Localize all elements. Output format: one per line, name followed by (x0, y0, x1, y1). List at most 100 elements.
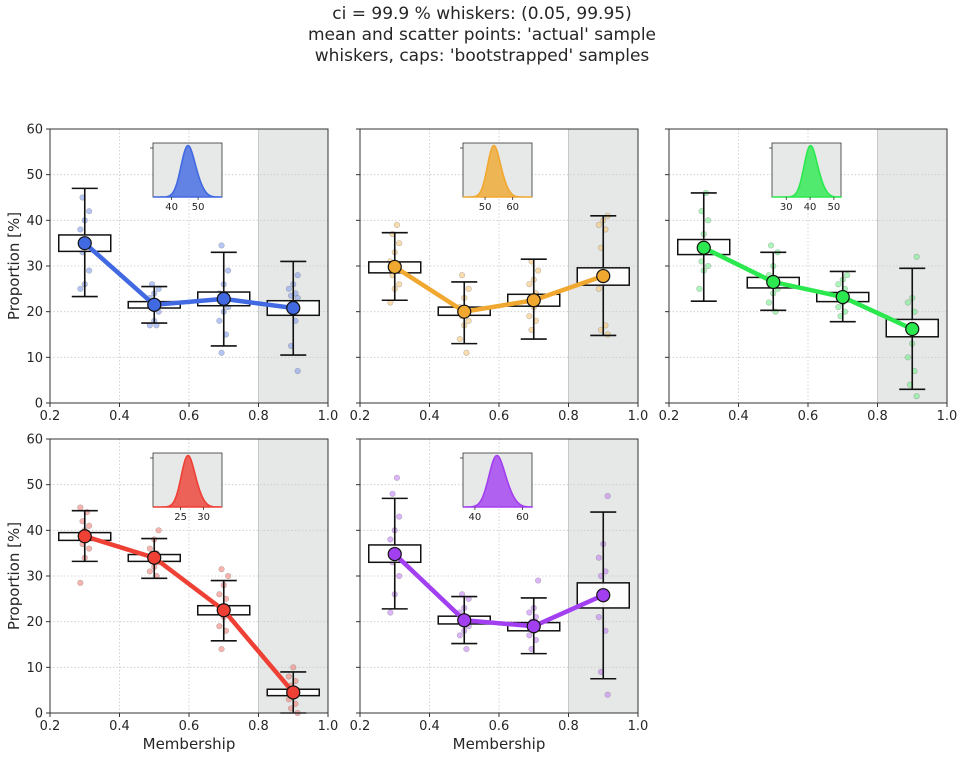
panel-4: 0.2 0.4 0.6 0.8 1.0 0 10 20 30 40 50 60 Proportion [… (5, 433, 338, 754)
scatter-point (456, 335, 463, 343)
scatter-point (458, 272, 466, 279)
mean-line (701, 245, 915, 332)
x-tick-label: 0.4 (419, 409, 440, 424)
panel-2: 0.2 0.4 0.6 0.8 1.0 50 60 (350, 128, 648, 424)
scatter-point (86, 208, 93, 215)
inset-x-tick-label: 40 (469, 512, 482, 523)
x-tick-label: 1.0 (318, 719, 339, 734)
scatter-point (595, 221, 602, 228)
mean-line (392, 551, 606, 629)
inset-x-tick-label: 50 (192, 202, 205, 213)
scatter-point (595, 554, 602, 561)
panel-3: 0.2 0.4 0.6 0.8 1.0 30 40 50 (659, 128, 958, 424)
mean-line (82, 240, 296, 311)
x-tick-label: 0.4 (419, 719, 440, 734)
mean-marker (77, 236, 92, 251)
mean-marker (216, 603, 231, 618)
mean-marker (147, 550, 162, 565)
scatter-point (463, 645, 470, 653)
y-tick-label: 50 (26, 478, 43, 493)
scatter-point (595, 285, 602, 292)
scatter-point (86, 267, 93, 274)
scatter-point (705, 262, 712, 270)
mean-marker (147, 297, 162, 312)
scatter-point (526, 281, 533, 288)
x-tick-label: 1.0 (318, 409, 339, 424)
figure-title-line-2: mean and scatter points: 'actual' sample (307, 25, 657, 45)
scatter-point (77, 226, 84, 233)
x-tick-label: 0.2 (350, 409, 371, 424)
scatter-point (396, 513, 403, 520)
scatter-point (705, 217, 712, 224)
mean-marker (216, 291, 231, 306)
x-tick-label: 0.6 (489, 409, 510, 424)
x-tick-label: 0.4 (109, 409, 130, 424)
inset-x-tick-label: 25 (174, 512, 187, 523)
scatter-point (225, 572, 232, 580)
inset-density-curve (462, 454, 533, 508)
scatter-point (216, 623, 223, 630)
figure-title: ci = 99.9 % whiskers: (0.05, 99.95) mean… (0, 4, 964, 67)
panel-1: 0.2 0.4 0.6 0.8 1.0 0 10 20 30 40 50 60 Proportion [… (5, 123, 338, 425)
scatter-point (465, 317, 472, 324)
inset-density-curve (463, 144, 532, 198)
scatter-point (396, 240, 403, 247)
scatter-point (465, 285, 472, 292)
scatter-point (835, 304, 842, 311)
y-axis-label: Proportion [%] (5, 522, 23, 630)
scatter-point (387, 536, 394, 543)
figure-title-line-1: ci = 99.9 % whiskers: (0.05, 99.95) (332, 4, 632, 24)
x-tick-label: 0.2 (40, 719, 61, 734)
inset-x-tick-label: 30 (780, 202, 793, 213)
inset-x-tick-label: 50 (479, 202, 492, 213)
x-tick-label: 0.8 (248, 719, 269, 734)
scatter-point (393, 474, 401, 481)
inset-x-tick-label: 60 (516, 512, 529, 523)
scatter-point (225, 267, 232, 274)
scatter-point (77, 579, 84, 586)
mean-marker (286, 300, 301, 316)
scatter-point (904, 354, 911, 361)
y-tick-label: 40 (26, 524, 43, 539)
mean-marker (77, 529, 92, 544)
y-axis-label: Proportion [%] (5, 212, 23, 320)
x-tick-label: 0.2 (350, 719, 371, 734)
scatter-point (456, 632, 463, 639)
y-tick-label: 0 (35, 707, 43, 722)
scatter-point (218, 645, 225, 653)
x-tick-label: 0.6 (489, 719, 510, 734)
scatter-point (218, 566, 225, 573)
scatter-point (526, 632, 533, 639)
scatter-point (604, 331, 611, 338)
mean-marker (387, 259, 402, 275)
mean-marker (596, 268, 611, 284)
scatter-point (77, 285, 84, 292)
x-tick-label: 1.0 (937, 409, 958, 424)
x-tick-label: 0.6 (179, 719, 200, 734)
y-tick-label: 30 (26, 260, 43, 275)
scatter-point (396, 572, 403, 580)
y-tick-label: 0 (35, 397, 43, 412)
scatter-point (146, 568, 153, 575)
mean-marker (766, 274, 781, 290)
scatter-point (535, 267, 542, 274)
scatter-point (294, 272, 301, 279)
x-tick-label: 0.8 (867, 409, 888, 424)
scatter-point (463, 349, 470, 356)
scatter-point (904, 299, 911, 306)
scatter-point (86, 522, 93, 529)
inset-density-curve (153, 454, 222, 508)
scatter-point (285, 673, 292, 680)
y-tick-label: 40 (26, 214, 43, 229)
mean-marker (457, 304, 472, 319)
scatter-point (77, 504, 84, 511)
y-tick-label: 60 (26, 123, 43, 138)
x-axis-label: Membership (453, 735, 546, 753)
mean-marker (905, 321, 920, 337)
scatter-point (535, 577, 542, 584)
scatter-point (526, 313, 533, 320)
x-tick-label: 0.8 (248, 409, 269, 424)
scatter-point (393, 221, 401, 228)
inset-x-tick-label: 60 (506, 202, 519, 213)
panel-5: 0.2 0.4 0.6 0.8 1.0 Membership 40 60 (350, 438, 648, 753)
